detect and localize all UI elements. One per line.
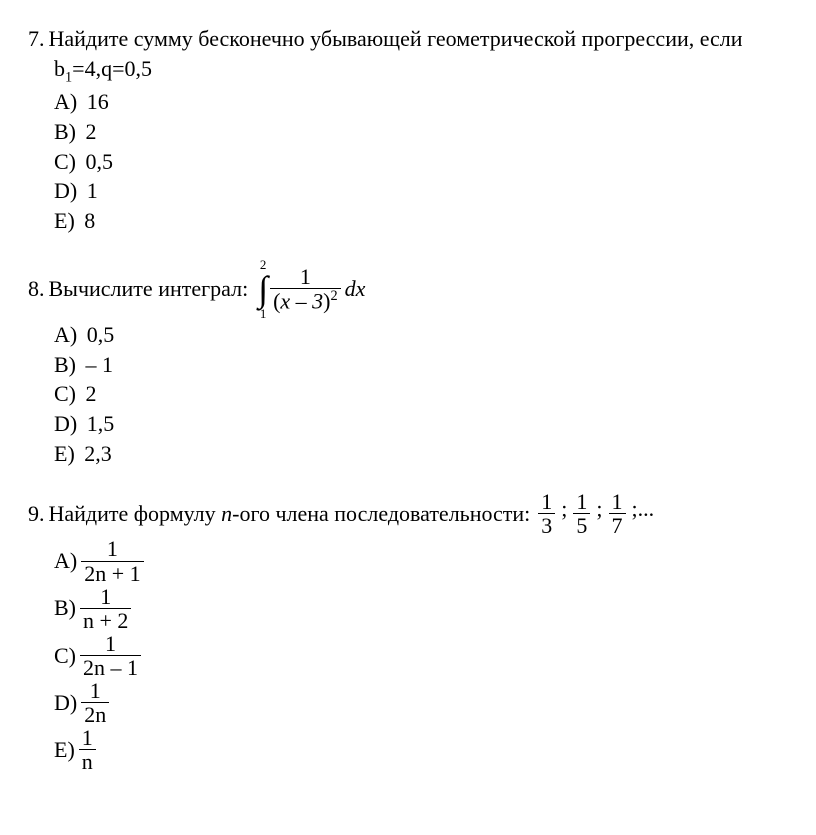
sequence: 1 3 ; 1 5 ; 1 7 ;... <box>538 490 656 537</box>
question-9-prefix: Найдите формулу <box>49 501 222 526</box>
answer-8-d-text: 1,5 <box>87 411 115 436</box>
integral-den-expr: x – 3 <box>280 288 323 313</box>
page: 7. Найдите сумму бесконечно убывающей ге… <box>0 0 816 835</box>
answer-8-d: D) 1,5 <box>54 409 788 439</box>
integral-fraction: 1 (x – 3)2 <box>270 265 341 313</box>
sequence-sep-2: ; <box>594 494 604 534</box>
sequence-term-1: 1 3 <box>538 490 555 537</box>
answer-label-b: B) <box>54 119 76 144</box>
answer-label-b: B) <box>54 352 76 377</box>
answer-9-c-den: 2n – 1 <box>80 655 141 679</box>
answer-9-b: B) 1 n + 2 <box>54 585 788 632</box>
answer-7-a: A) 16 <box>54 87 788 117</box>
answer-8-b-text: – 1 <box>86 352 114 377</box>
answer-8-c-text: 2 <box>86 381 97 406</box>
integral-dx: dx <box>345 274 366 304</box>
answer-7-c-text: 0,5 <box>86 149 114 174</box>
question-8-line: 8. Вычислите интеграл: 2 ∫ 1 1 (x – 3)2 … <box>28 258 365 320</box>
answer-9-a-den: 2n + 1 <box>81 561 143 585</box>
answer-7-b: B) 2 <box>54 117 788 147</box>
answer-label-b: B) <box>54 593 76 623</box>
question-7-text: Найдите сумму бесконечно убывающей геоме… <box>49 24 743 54</box>
answer-9-c: C) 1 2n – 1 <box>54 632 788 679</box>
answer-9-d-den: 2n <box>81 702 109 726</box>
sequence-term-1-den: 3 <box>538 513 555 537</box>
answer-9-b-frac: 1 n + 2 <box>80 585 131 632</box>
answer-label-a: A) <box>54 546 77 576</box>
answer-7-e-text: 8 <box>84 208 95 233</box>
question-9-suffix: -ого члена последовательности: <box>232 501 530 526</box>
answer-label-e: E) <box>54 735 75 765</box>
answer-label-c: C) <box>54 149 76 174</box>
answer-8-b: B) – 1 <box>54 350 788 380</box>
question-7: 7. Найдите сумму бесконечно убывающей ге… <box>28 24 788 236</box>
question-9-number: 9. <box>28 499 45 529</box>
answer-9-d-frac: 1 2n <box>81 679 109 726</box>
question-9-text: Найдите формулу n-ого члена последовател… <box>49 499 531 529</box>
answer-9-e-frac: 1 n <box>79 726 96 773</box>
sequence-term-3-den: 7 <box>609 513 626 537</box>
sequence-sep-1: ; <box>559 494 569 534</box>
answer-label-c: C) <box>54 641 76 671</box>
question-7-sub: b1=4,q=0,5 <box>54 54 788 88</box>
answer-9-b-num: 1 <box>80 585 131 608</box>
answer-9-c-num: 1 <box>80 632 141 655</box>
answer-8-a: A) 0,5 <box>54 320 788 350</box>
integral-numerator: 1 <box>270 265 341 288</box>
integral-den-power: 2 <box>330 288 337 304</box>
answer-7-b-text: 2 <box>86 119 97 144</box>
integral-denominator: (x – 3)2 <box>270 288 341 312</box>
answer-9-c-frac: 1 2n – 1 <box>80 632 141 679</box>
answer-9-a-frac: 1 2n + 1 <box>81 537 143 584</box>
sequence-term-2: 1 5 <box>573 490 590 537</box>
answer-8-e-text: 2,3 <box>84 441 112 466</box>
answer-9-e: E) 1 n <box>54 726 788 773</box>
sequence-term-3: 1 7 <box>609 490 626 537</box>
answer-7-d: D) 1 <box>54 176 788 206</box>
answer-label-d: D) <box>54 411 77 436</box>
sequence-term-1-num: 1 <box>538 490 555 513</box>
answer-label-a: A) <box>54 89 77 114</box>
answer-label-d: D) <box>54 688 77 718</box>
question-8-text: Вычислите интеграл: <box>49 274 249 304</box>
question-9-line: 9. Найдите формулу n-ого члена последова… <box>28 490 656 537</box>
answer-label-a: A) <box>54 322 77 347</box>
answer-8-e: E) 2,3 <box>54 439 788 469</box>
sequence-trailing: ;... <box>630 494 657 534</box>
answer-label-e: E) <box>54 441 75 466</box>
answer-9-e-num: 1 <box>79 726 96 749</box>
answer-9-e-den: n <box>79 749 96 773</box>
question-8-number: 8. <box>28 274 45 304</box>
answer-7-c: C) 0,5 <box>54 147 788 177</box>
answer-9-a-num: 1 <box>81 537 143 560</box>
answer-7-e: E) 8 <box>54 206 788 236</box>
question-7-answers: A) 16 B) 2 C) 0,5 D) 1 E) 8 <box>54 87 788 235</box>
answer-label-c: C) <box>54 381 76 406</box>
question-9-answers: A) 1 2n + 1 B) 1 n + 2 C) <box>54 537 788 773</box>
answer-8-c: C) 2 <box>54 379 788 409</box>
answer-9-b-den: n + 2 <box>80 608 131 632</box>
answer-label-e: E) <box>54 208 75 233</box>
question-8: 8. Вычислите интеграл: 2 ∫ 1 1 (x – 3)2 … <box>28 258 788 468</box>
answer-9-d-num: 1 <box>81 679 109 702</box>
question-7-number: 7. <box>28 24 45 54</box>
integral-lower: 1 <box>260 307 267 320</box>
question-9: 9. Найдите формулу n-ого члена последова… <box>28 490 788 773</box>
answer-9-a: A) 1 2n + 1 <box>54 537 788 584</box>
answer-9-d: D) 1 2n <box>54 679 788 726</box>
answer-7-a-text: 16 <box>87 89 109 114</box>
question-8-answers: A) 0,5 B) – 1 C) 2 D) 1,5 E) 2,3 <box>54 320 788 468</box>
sequence-term-3-num: 1 <box>609 490 626 513</box>
sequence-term-2-den: 5 <box>573 513 590 537</box>
integral-expression: 2 ∫ 1 1 (x – 3)2 dx <box>258 258 365 320</box>
integral-sign-icon: ∫ <box>258 271 268 307</box>
answer-label-d: D) <box>54 178 77 203</box>
answer-7-d-text: 1 <box>87 178 98 203</box>
answer-8-a-text: 0,5 <box>87 322 115 347</box>
question-9-n: n <box>221 501 232 526</box>
integral-sign-col: 2 ∫ 1 <box>258 258 268 320</box>
question-7-line: 7. Найдите сумму бесконечно убывающей ге… <box>28 24 788 54</box>
sequence-term-2-num: 1 <box>573 490 590 513</box>
